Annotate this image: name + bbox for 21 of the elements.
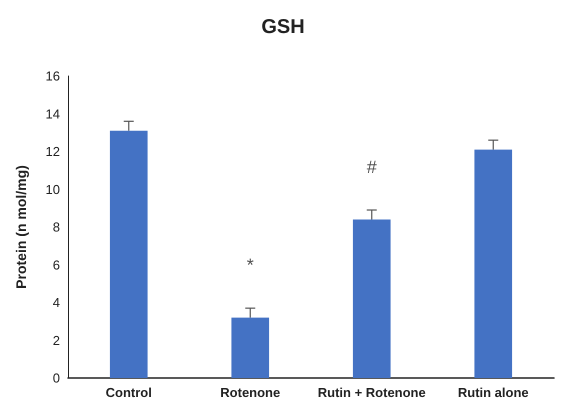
y-tick-label: 0 <box>52 370 60 386</box>
bar <box>474 150 512 378</box>
y-tick-label: 8 <box>52 220 60 234</box>
x-tick-label: Rutin alone <box>458 385 529 400</box>
y-tick-label: 6 <box>52 257 60 272</box>
bar <box>231 318 270 378</box>
x-tick-label: Rotenone <box>220 385 280 400</box>
y-tick-label: 10 <box>46 182 60 197</box>
y-tick-label: 16 <box>46 68 60 84</box>
y-tick-label: 12 <box>46 144 60 159</box>
bar <box>352 219 391 378</box>
x-tick-label: Control <box>106 385 152 400</box>
x-tick-label: Rutin + Rotenone <box>318 385 426 400</box>
data-label: # <box>366 157 377 178</box>
y-axis-title: Protein (n mol/mg) <box>13 165 29 289</box>
y-tick-label: 14 <box>46 106 60 122</box>
bar <box>110 130 148 378</box>
y-tick-label: 2 <box>52 332 60 348</box>
chart-title: GSH <box>261 16 305 38</box>
y-tick-label: 4 <box>52 295 60 310</box>
data-label: * <box>246 255 254 276</box>
